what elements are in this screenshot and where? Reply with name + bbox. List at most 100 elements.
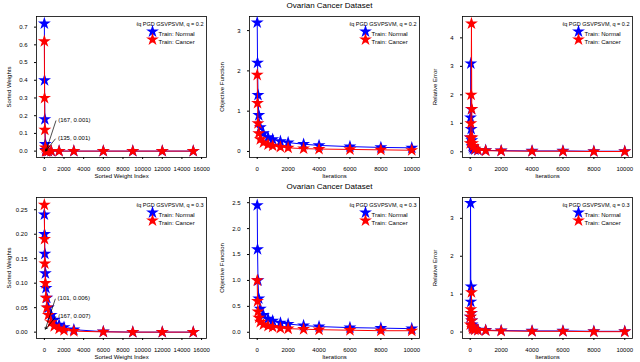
- svg-text:(167, 0.001): (167, 0.001): [58, 117, 90, 123]
- svg-text:Iterations: Iterations: [535, 173, 560, 179]
- svg-text:6000: 6000: [556, 166, 570, 172]
- svg-text:6000: 6000: [343, 347, 357, 353]
- svg-text:12000: 12000: [154, 347, 171, 353]
- svg-text:(135, 0.001): (135, 0.001): [58, 135, 90, 141]
- svg-text:0: 0: [450, 149, 454, 155]
- svg-text:4: 4: [450, 35, 454, 41]
- svg-text:10000: 10000: [134, 347, 151, 353]
- svg-text:Train: Normal: Train: Normal: [372, 31, 408, 37]
- svg-text:Train: Cancer: Train: Cancer: [159, 39, 195, 45]
- svg-text:Iterations: Iterations: [322, 173, 347, 179]
- svg-text:Objective Function: Objective Function: [219, 62, 225, 112]
- svg-text:0.25: 0.25: [16, 207, 28, 213]
- svg-text:0.15: 0.15: [16, 256, 28, 262]
- svg-text:2: 2: [237, 68, 241, 74]
- svg-text:4000: 4000: [525, 166, 539, 172]
- svg-text:2.0: 2.0: [232, 226, 241, 232]
- svg-text:6000: 6000: [343, 166, 357, 172]
- svg-text:0.3: 0.3: [19, 95, 28, 101]
- svg-text:0.0: 0.0: [19, 148, 28, 154]
- svg-text:Relative Error: Relative Error: [432, 250, 438, 287]
- svg-text:Train: Cancer: Train: Cancer: [159, 220, 195, 226]
- svg-text:2000: 2000: [494, 347, 508, 353]
- svg-text:Train: Cancer: Train: Cancer: [585, 39, 621, 45]
- svg-text:0: 0: [43, 347, 47, 353]
- svg-text:Iterations: Iterations: [535, 354, 560, 360]
- svg-text:2.5: 2.5: [232, 200, 241, 206]
- svg-text:0.0: 0.0: [232, 329, 241, 335]
- svg-text:10000: 10000: [616, 166, 633, 172]
- svg-text:2: 2: [450, 253, 454, 259]
- svg-text:Relative Error: Relative Error: [432, 69, 438, 106]
- svg-text:10000: 10000: [403, 347, 420, 353]
- svg-text:4000: 4000: [77, 166, 91, 172]
- svg-text:6000: 6000: [97, 347, 111, 353]
- svg-text:2000: 2000: [281, 166, 295, 172]
- svg-text:10000: 10000: [403, 166, 420, 172]
- svg-text:14000: 14000: [174, 166, 191, 172]
- svg-text:10000: 10000: [134, 166, 151, 172]
- svg-text:4000: 4000: [525, 347, 539, 353]
- svg-text:10000: 10000: [616, 347, 633, 353]
- svg-text:0: 0: [237, 148, 241, 154]
- svg-text:8000: 8000: [587, 347, 601, 353]
- svg-text:1.0: 1.0: [232, 277, 241, 283]
- svg-text:ℓq PGD GSVPSVM, q = 0.2: ℓq PGD GSVPSVM, q = 0.2: [136, 21, 203, 27]
- svg-text:8000: 8000: [374, 347, 388, 353]
- svg-text:Train: Normal: Train: Normal: [585, 31, 621, 37]
- svg-text:0.4: 0.4: [19, 77, 28, 83]
- svg-text:2000: 2000: [57, 347, 71, 353]
- svg-text:0: 0: [256, 347, 260, 353]
- svg-text:Train: Normal: Train: Normal: [585, 212, 621, 218]
- svg-text:0: 0: [469, 347, 473, 353]
- svg-text:Iterations: Iterations: [322, 354, 347, 360]
- svg-text:Train: Normal: Train: Normal: [159, 212, 195, 218]
- svg-text:3: 3: [450, 215, 454, 221]
- svg-text:14000: 14000: [174, 347, 191, 353]
- svg-text:Sorted Weights: Sorted Weights: [6, 248, 12, 289]
- svg-text:2000: 2000: [281, 347, 295, 353]
- svg-text:8000: 8000: [116, 347, 130, 353]
- svg-text:0.05: 0.05: [16, 305, 28, 311]
- svg-text:Train: Normal: Train: Normal: [372, 212, 408, 218]
- svg-text:ℓq PGD GSVPSVM, q = 0.2: ℓq PGD GSVPSVM, q = 0.2: [562, 21, 629, 27]
- svg-text:16000: 16000: [193, 347, 210, 353]
- svg-text:2: 2: [450, 92, 454, 98]
- svg-text:Train: Normal: Train: Normal: [159, 31, 195, 37]
- svg-text:0.5: 0.5: [19, 59, 28, 65]
- svg-text:0.00: 0.00: [16, 329, 28, 335]
- svg-text:Sorted Weight Index: Sorted Weight Index: [94, 354, 148, 360]
- svg-text:2000: 2000: [494, 166, 508, 172]
- svg-text:6000: 6000: [97, 166, 111, 172]
- svg-text:1: 1: [450, 120, 454, 126]
- svg-text:3: 3: [237, 28, 241, 34]
- svg-text:Sorted Weight Index: Sorted Weight Index: [94, 173, 148, 179]
- svg-text:ℓq PGD GSVPSVM, q = 0.3: ℓq PGD GSVPSVM, q = 0.3: [136, 202, 203, 208]
- svg-text:ℓq PGD GSVPSVM, q = 0.3: ℓq PGD GSVPSVM, q = 0.3: [349, 202, 416, 208]
- svg-text:Train: Cancer: Train: Cancer: [372, 39, 408, 45]
- svg-text:16000: 16000: [193, 166, 210, 172]
- svg-text:1.5: 1.5: [232, 251, 241, 257]
- svg-text:12000: 12000: [154, 166, 171, 172]
- svg-text:0: 0: [256, 166, 260, 172]
- svg-text:Train: Cancer: Train: Cancer: [372, 220, 408, 226]
- svg-text:(167, 0.007): (167, 0.007): [58, 313, 90, 319]
- svg-text:Objective Function: Objective Function: [219, 243, 225, 293]
- svg-text:0.2: 0.2: [19, 113, 28, 119]
- svg-text:0.5: 0.5: [232, 303, 241, 309]
- svg-text:4000: 4000: [312, 347, 326, 353]
- svg-text:1: 1: [450, 291, 454, 297]
- svg-text:6000: 6000: [556, 347, 570, 353]
- svg-text:0: 0: [43, 166, 47, 172]
- svg-text:0.6: 0.6: [19, 42, 28, 48]
- svg-text:4000: 4000: [312, 166, 326, 172]
- svg-text:4000: 4000: [77, 347, 91, 353]
- svg-text:8000: 8000: [587, 166, 601, 172]
- svg-text:Train: Cancer: Train: Cancer: [585, 220, 621, 226]
- svg-text:ℓq PGD GSVPSVM, q = 0.3: ℓq PGD GSVPSVM, q = 0.3: [562, 202, 629, 208]
- svg-text:0: 0: [469, 166, 473, 172]
- svg-text:3: 3: [450, 63, 454, 69]
- svg-text:1: 1: [237, 108, 241, 114]
- svg-text:0.7: 0.7: [19, 24, 28, 30]
- svg-text:0.10: 0.10: [16, 280, 28, 286]
